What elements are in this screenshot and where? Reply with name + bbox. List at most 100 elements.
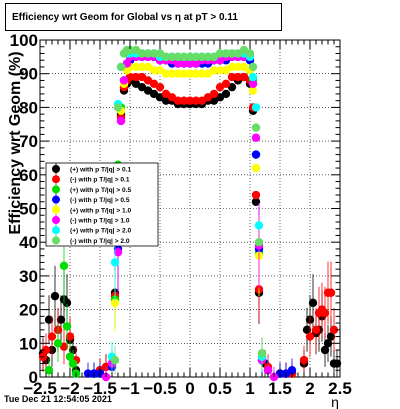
data-point (263, 366, 273, 375)
data-point (116, 62, 126, 72)
legend-entry: (+) with p T/|q| > 2.0 (52, 224, 132, 237)
data-point (137, 62, 147, 72)
y-tick-label: 90 (19, 65, 38, 84)
data-point (65, 352, 75, 361)
legend-marker (52, 165, 60, 173)
legend-entry: (+) with p T/|q| > 0.1 (52, 163, 132, 175)
y-tick-label: 50 (19, 200, 38, 219)
data-point (203, 52, 213, 62)
data-point (227, 72, 237, 82)
legend-label: (-) with p T/|q| > 0.1 (70, 177, 130, 184)
legend-marker (52, 195, 60, 204)
data-point (149, 49, 159, 58)
data-point (125, 45, 135, 55)
data-point (248, 86, 258, 95)
data-point (191, 69, 201, 78)
legend: (+) with p T/|q| > 0.1 (-) with p T/|q| >… (45, 162, 159, 247)
data-point (155, 82, 165, 92)
data-point (149, 66, 159, 75)
data-point (251, 150, 261, 159)
data-point (113, 248, 123, 257)
data-point (209, 66, 219, 75)
data-point (221, 89, 231, 99)
x-tick-label: −1 (120, 379, 139, 398)
y-tick-label: 20 (19, 301, 38, 320)
x-axis-label: η (331, 394, 339, 409)
data-point (65, 332, 75, 341)
x-tick-label: 2 (305, 379, 314, 398)
x-tick-label: 0 (185, 379, 194, 398)
data-point (191, 52, 201, 62)
data-point (50, 291, 60, 301)
data-point (59, 261, 69, 270)
data-point (323, 339, 333, 348)
legend-label: (-) with p T/|q| > 0.5 (70, 197, 130, 204)
x-tick-label: 0.5 (208, 379, 232, 398)
data-point (131, 72, 141, 82)
x-tick-label: 1 (245, 379, 254, 398)
legend-entry: (-) with p T/|q| > 0.5 (52, 193, 130, 206)
data-point (287, 366, 297, 375)
legend-entry: (-) with p T/|q| > 0.1 (52, 173, 130, 186)
data-point (173, 96, 183, 105)
data-point (116, 116, 126, 126)
data-point (47, 332, 57, 341)
data-point (110, 258, 120, 267)
legend-label: (+) with p T/|q| > 0.1 (70, 167, 132, 174)
axes: −2.5 −2 −1.5 −1 −0.5 0 0.5 1 1.5 2 2.5 0 10 20 30 40 50 6… (7, 31, 352, 409)
footer-date: Tue Dec 21 12:54:05 2021 (4, 394, 112, 404)
data-point (173, 59, 183, 68)
x-tick-label: −1.5 (83, 379, 117, 398)
data-point (251, 123, 261, 132)
data-point (161, 52, 171, 62)
data-point (41, 345, 51, 355)
data-point (110, 355, 120, 365)
data-point (143, 49, 153, 58)
y-tick-label: 60 (19, 166, 38, 185)
x-tick-label: 1.5 (268, 379, 292, 398)
data-point (251, 163, 261, 173)
data-point (302, 325, 312, 335)
data-point (209, 89, 219, 99)
y-tick-label: 40 (19, 233, 38, 252)
data-point (251, 103, 261, 112)
data-point (254, 238, 264, 247)
legend-marker (52, 236, 60, 245)
data-point (215, 49, 225, 58)
data-point (215, 66, 225, 75)
data-point (227, 62, 237, 72)
data-point (137, 49, 147, 58)
data-point (179, 59, 189, 68)
data-point (179, 52, 189, 62)
data-point (248, 72, 258, 82)
legend-marker (52, 185, 60, 194)
data-point (68, 345, 78, 355)
legend-entry: (+) with p T/|q| > 0.5 (52, 183, 132, 196)
data-point (248, 62, 258, 72)
x-tick-label: −0.5 (143, 379, 177, 398)
data-point (233, 62, 243, 72)
legend-marker (52, 175, 60, 184)
data-point (326, 288, 336, 297)
data-point (62, 322, 72, 331)
series-7 (110, 45, 267, 375)
x-tick-label: 2.5 (328, 379, 352, 398)
data-point (179, 69, 189, 78)
y-tick-label: 70 (19, 132, 38, 151)
legend-label: (+) with p T/|q| > 2.0 (70, 228, 132, 235)
y-tick-label: 30 (19, 267, 38, 286)
data-series (38, 45, 342, 382)
data-point (257, 349, 267, 358)
data-point (233, 72, 243, 82)
legend-label: (+) with p T/|q| > 1.0 (70, 207, 132, 214)
data-point (245, 49, 255, 58)
data-point (251, 190, 261, 200)
data-point (185, 52, 195, 62)
y-tick-label: 10 (19, 334, 38, 353)
legend-marker (52, 226, 60, 235)
data-point (113, 103, 123, 112)
data-point (251, 197, 261, 206)
data-point (305, 332, 315, 341)
data-point (110, 298, 120, 308)
